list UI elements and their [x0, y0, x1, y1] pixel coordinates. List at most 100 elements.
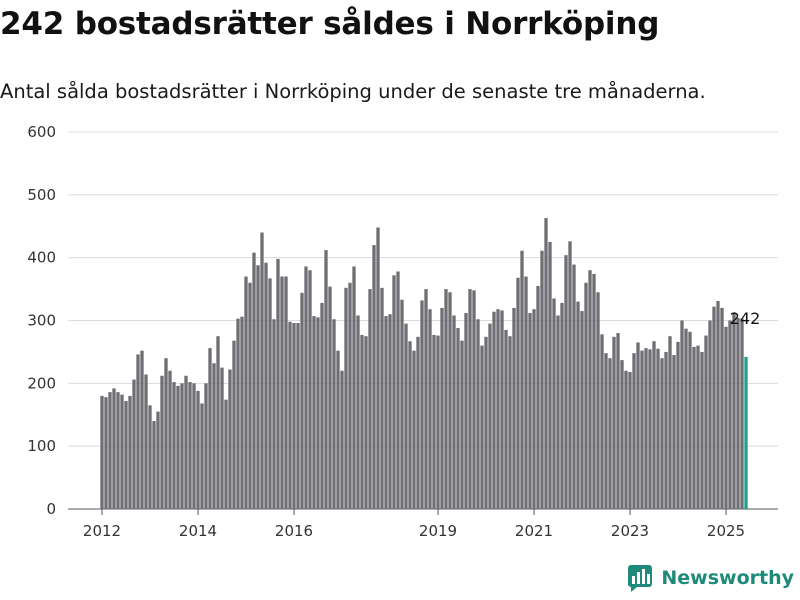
bar: [740, 318, 744, 509]
bar: [104, 397, 108, 509]
bar: [412, 350, 416, 509]
brand-name: Newsworthy: [661, 567, 794, 589]
bar: [492, 311, 496, 509]
bar: [468, 289, 472, 509]
y-tick-label: 300: [27, 312, 56, 330]
chart-subtitle: Antal sålda bostadsrätter i Norrköping u…: [0, 80, 706, 103]
y-tick-label: 500: [27, 186, 56, 204]
bar: [200, 403, 204, 509]
bar: [408, 341, 412, 509]
bar: [420, 300, 424, 509]
bar: [208, 348, 212, 509]
bar: [196, 390, 200, 509]
bar: [224, 399, 228, 509]
bar: [484, 336, 488, 509]
bar: [372, 245, 376, 509]
bar: [360, 334, 364, 509]
bar: [240, 316, 244, 509]
bar: [204, 383, 208, 509]
bar: [264, 262, 268, 509]
bar: [392, 275, 396, 509]
bar: [344, 287, 348, 509]
bar: [440, 307, 444, 509]
x-tick-label: 2025: [707, 522, 745, 540]
bar: [400, 299, 404, 509]
bar: [160, 375, 164, 509]
bar: [568, 241, 572, 509]
highlight-value-label: 242: [730, 309, 761, 328]
bar: [296, 323, 300, 509]
bar: [732, 312, 736, 509]
bar: [228, 369, 232, 509]
bar: [464, 312, 468, 509]
bar: [288, 321, 292, 509]
y-tick-label: 0: [46, 500, 56, 518]
bar: [124, 400, 128, 509]
bar: [172, 382, 176, 509]
x-tick-label: 2016: [275, 522, 313, 540]
bar: [572, 264, 576, 509]
bar: [616, 333, 620, 509]
bar: [280, 276, 284, 509]
bar: [636, 342, 640, 509]
bar: [248, 282, 252, 509]
bar: [520, 250, 524, 509]
bar: [460, 340, 464, 509]
bar: [132, 379, 136, 509]
bar: [112, 388, 116, 509]
bar: [304, 266, 308, 509]
bar: [556, 315, 560, 509]
bar: [564, 255, 568, 509]
bar: [496, 309, 500, 509]
bar: [480, 345, 484, 509]
bar: [320, 302, 324, 509]
bar: [300, 292, 304, 509]
bar: [252, 252, 256, 509]
bar: [552, 298, 556, 509]
bar: [500, 310, 504, 509]
bar: [456, 328, 460, 509]
bar: [212, 363, 216, 509]
bar: [152, 421, 156, 509]
bar: [352, 266, 356, 509]
bar: [476, 319, 480, 509]
bar: [688, 331, 692, 509]
bar: [292, 323, 296, 509]
bar: [156, 411, 160, 509]
bar: [332, 319, 336, 509]
bar: [548, 241, 552, 509]
bar: [120, 394, 124, 509]
bar: [668, 336, 672, 509]
bar: [232, 340, 236, 509]
bar: [180, 383, 184, 509]
bar: [428, 309, 432, 509]
bar: [136, 354, 140, 509]
bar: [316, 317, 320, 509]
bar: [176, 385, 180, 509]
bar: [508, 336, 512, 509]
bar: [444, 289, 448, 509]
bar: [704, 335, 708, 509]
bar: [380, 287, 384, 509]
bar: [312, 316, 316, 509]
bar: [712, 306, 716, 509]
bar: [128, 395, 132, 509]
bar: [472, 290, 476, 509]
bar: [188, 382, 192, 509]
bar: [356, 315, 360, 509]
y-axis: 0 100 200 300 400 500 600: [27, 123, 56, 518]
bar: [660, 358, 664, 509]
bar: [708, 320, 712, 509]
bar: [532, 309, 536, 509]
bar: [184, 375, 188, 509]
bar: [624, 370, 628, 509]
bar: [148, 405, 152, 509]
bars: [100, 218, 748, 510]
bar: [724, 326, 728, 509]
bar: [700, 351, 704, 509]
x-tick-label: 2014: [179, 522, 217, 540]
x-tick-label: 2021: [515, 522, 553, 540]
bar: [544, 218, 548, 509]
y-tick-label: 400: [27, 249, 56, 267]
bar: [512, 307, 516, 509]
